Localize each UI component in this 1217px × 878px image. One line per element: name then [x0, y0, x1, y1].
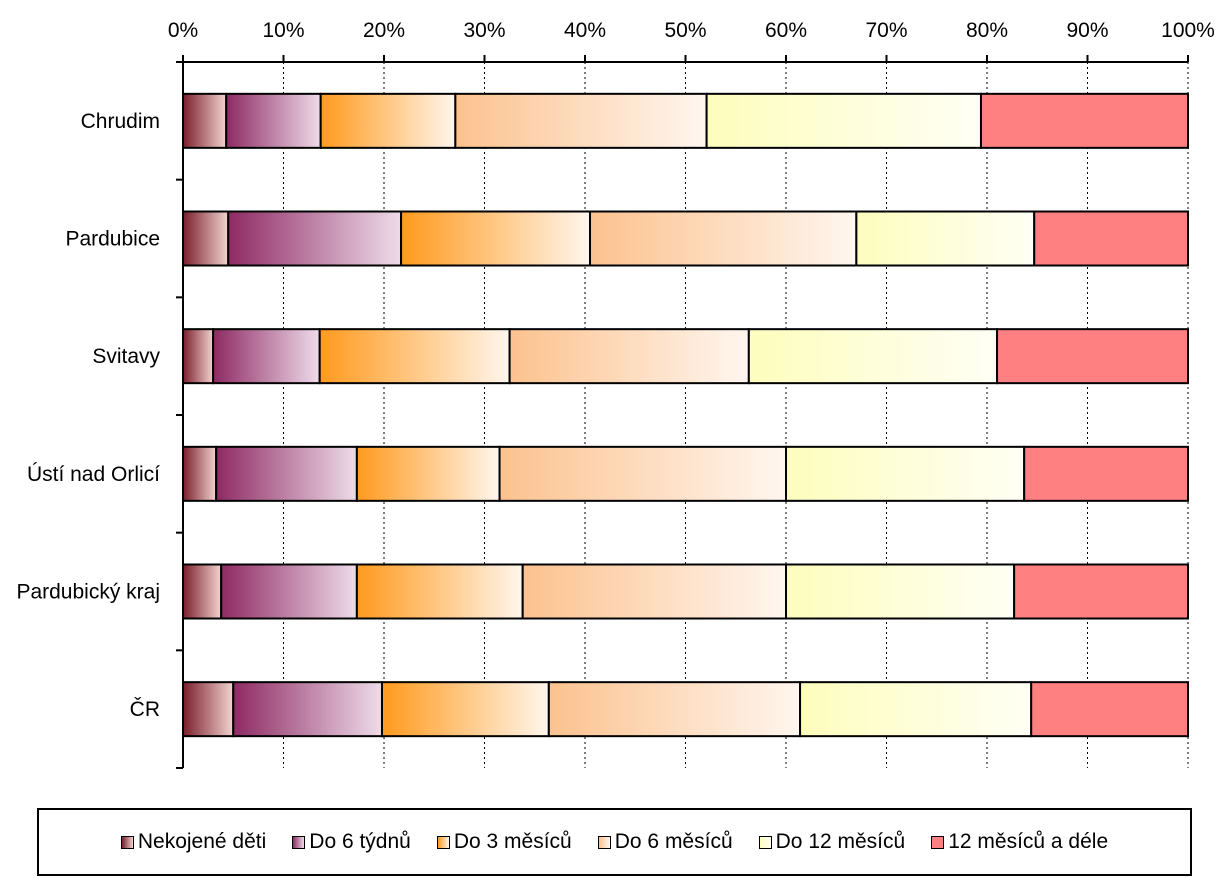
legend: Nekojené děti Do 6 týdnů Do 3 měsíců Do 6 m… [37, 808, 1192, 876]
bar-cr-do-6-mesicu [547, 681, 802, 738]
axes [176, 55, 1189, 769]
legend-swatch [120, 835, 134, 849]
x-tick-labels: 0% 10% 20% 30% 40% 50% 60% 70% 80% 90% 100% [168, 19, 1215, 42]
bar-pardubicky-kraj-nekojene-deti [182, 563, 223, 620]
legend-label: Do 12 měsíců [775, 830, 906, 853]
bar-chrudim-do-6-mesicu [454, 92, 708, 149]
x-tick-label: 50% [664, 19, 706, 42]
bar-usti-nad-orlici-do-6-tydnu [215, 445, 358, 502]
bar-pardubice-12-mesicu-a-dele [1033, 210, 1189, 267]
x-tick-label: 70% [865, 19, 907, 42]
x-tick-label: 30% [463, 19, 505, 42]
bar-cr-12-mesicu-a-dele [1030, 681, 1189, 738]
x-tick-label: 100% [1161, 19, 1215, 42]
bar-svitavy-nekojene-deti [182, 328, 215, 385]
category-label: ČR [130, 698, 160, 721]
bar-chrudim-12-mesicu-a-dele [979, 92, 1189, 149]
legend-swatch [597, 835, 611, 849]
bar-pardubicky-kraj-12-mesicu-a-dele [1013, 563, 1190, 620]
bar-pardubice-do-12-mesicu [855, 210, 1036, 267]
legend-item: Do 6 týdnů [292, 830, 411, 854]
stacked-bar-chart: 0% 10% 20% 30% 40% 50% 60% 70% 80% 90% 100% Chrudi… [16, 19, 1215, 769]
bar-cr-do-6-tydnu [232, 681, 383, 738]
bar-chrudim-do-6-tydnu [225, 92, 322, 149]
category-label: Svitavy [92, 345, 160, 368]
x-tick-label: 40% [564, 19, 606, 42]
x-tick-label: 0% [168, 19, 198, 42]
bar-pardubice-do-6-mesicu [589, 210, 858, 267]
legend-item: Do 3 měsíců [436, 830, 572, 854]
gridlines [283, 62, 1189, 768]
category-label: Pardubický kraj [16, 581, 160, 604]
bar-svitavy-do-6-mesicu [508, 328, 750, 385]
bar-pardubice-do-6-tydnu [227, 210, 403, 267]
bar-cr-do-12-mesicu [799, 681, 1033, 738]
bar-svitavy-do-12-mesicu [747, 328, 999, 385]
bar-usti-nad-orlici-do-6-mesicu [498, 445, 787, 502]
legend-swatch [931, 835, 945, 849]
bar-pardubice-nekojene-deti [182, 210, 230, 267]
legend-swatch [292, 835, 306, 849]
bar-cr-do-3-mesicu [380, 681, 550, 738]
legend-label: Do 6 měsíců [614, 830, 733, 853]
legend-swatch [436, 835, 450, 849]
bar-cr-nekojene-deti [182, 681, 235, 738]
legend-item: Nekojené děti [120, 830, 267, 854]
x-tick-label: 90% [1066, 19, 1108, 42]
legend-label: Nekojené děti [137, 830, 267, 853]
bar-usti-nad-orlici-12-mesicu-a-dele [1023, 445, 1190, 502]
legend-label: Do 3 měsíců [453, 830, 572, 853]
legend-item: Do 12 měsíců [758, 830, 906, 854]
legend-swatch [758, 835, 772, 849]
legend-item: 12 měsíců a déle [931, 830, 1108, 854]
bar-pardubicky-kraj-do-3-mesicu [355, 563, 524, 620]
bar-svitavy-12-mesicu-a-dele [996, 328, 1189, 385]
bar-chrudim-do-3-mesicu [319, 92, 457, 149]
bar-chrudim-do-12-mesicu [705, 92, 982, 149]
bar-svitavy-do-3-mesicu [318, 328, 511, 385]
category-label: Ústí nad Orlicí [27, 463, 160, 486]
x-tick-label: 20% [363, 19, 405, 42]
x-tick-label: 60% [765, 19, 807, 42]
bar-svitavy-do-6-tydnu [212, 328, 321, 385]
legend-item: Do 6 měsíců [597, 830, 733, 854]
y-tick-labels: Chrudim Pardubice Svitavy Ústí nad Orlicí Pa… [16, 110, 160, 721]
x-tick-label: 10% [262, 19, 304, 42]
bar-pardubicky-kraj-do-6-mesicu [521, 563, 787, 620]
x-tick-label: 80% [966, 19, 1008, 42]
bar-pardubicky-kraj-do-6-tydnu [220, 563, 358, 620]
bar-pardubice-do-3-mesicu [400, 210, 592, 267]
legend-label: Do 6 týdnů [309, 830, 411, 853]
bar-chrudim-nekojene-deti [182, 92, 228, 149]
bars [182, 92, 1190, 738]
bar-usti-nad-orlici-do-3-mesicu [355, 445, 501, 502]
bar-usti-nad-orlici-nekojene-deti [182, 445, 218, 502]
bar-usti-nad-orlici-do-12-mesicu [785, 445, 1026, 502]
category-label: Chrudim [81, 110, 160, 133]
category-label: Pardubice [65, 228, 160, 251]
bar-pardubicky-kraj-do-12-mesicu [785, 563, 1016, 620]
legend-label: 12 měsíců a déle [948, 830, 1109, 853]
